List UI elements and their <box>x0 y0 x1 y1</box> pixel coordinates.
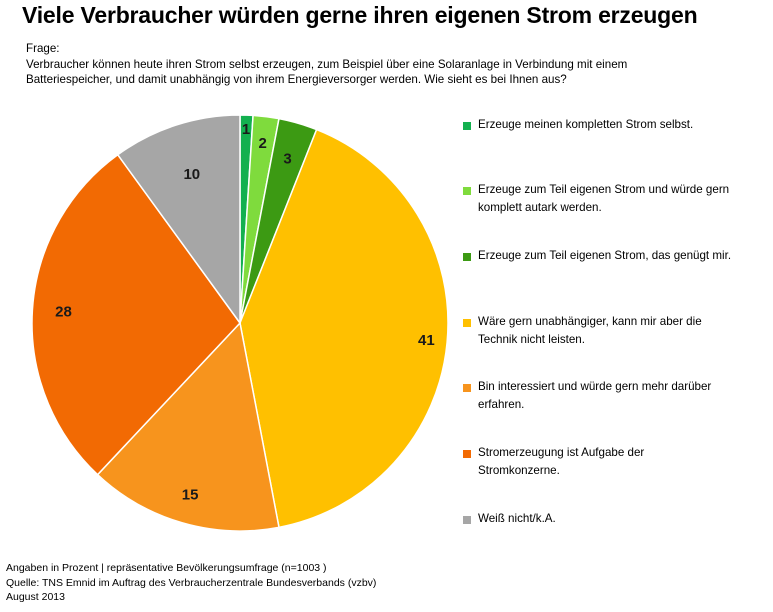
data-label: 15 <box>182 486 199 503</box>
legend-label: Stromerzeugung ist Aufgabe der Stromkonze… <box>478 446 645 477</box>
legend-item: Erzeuge zum Teil eigenen Strom und würde… <box>463 183 763 217</box>
data-label: 28 <box>55 303 72 320</box>
legend-label: Erzeuge meinen kompletten Strom selbst. <box>478 118 694 131</box>
chart-title: Viele Verbraucher würden gerne ihren eig… <box>22 2 698 28</box>
legend-label: Wäre gern unabhängiger, kann mir aber di… <box>478 315 702 346</box>
pie-slice <box>31 153 241 476</box>
data-label: 10 <box>183 166 200 183</box>
footer-source: Quelle: TNS Emnid im Auftrag des Verbrau… <box>6 576 377 589</box>
legend-item: Wäre gern unabhängiger, kann mir aber di… <box>463 315 763 349</box>
legend-item: Bin interessiert und würde gern mehr dar… <box>463 380 763 414</box>
legend-item: Erzeuge meinen kompletten Strom selbst. <box>463 118 763 134</box>
legend-swatch <box>463 450 471 458</box>
legend-item: Stromerzeugung ist Aufgabe der Stromkonze… <box>463 446 763 480</box>
footer-note: Angaben in Prozent | repräsentative Bevö… <box>6 562 327 574</box>
data-label: 1 <box>242 121 250 138</box>
legend-swatch <box>463 516 471 524</box>
legend-swatch <box>463 187 471 195</box>
legend-item: Weiß nicht/k.A. <box>463 512 763 528</box>
legend-label: Erzeuge zum Teil eigenen Strom, das genü… <box>478 249 732 262</box>
legend-label: Bin interessiert und würde gern mehr dar… <box>478 380 712 411</box>
legend-swatch <box>463 319 471 327</box>
pie-slice <box>116 114 241 326</box>
footer-date: August 2013 <box>6 591 65 603</box>
pie-slice <box>239 128 449 529</box>
legend-item: Erzeuge zum Teil eigenen Strom, das genü… <box>463 249 763 265</box>
data-label: 41 <box>418 332 435 349</box>
question-text-line-2: Batteriespeicher, und damit unabhängig v… <box>26 73 567 86</box>
source-note: Angaben in Prozent | repräsentative Bevö… <box>6 561 376 605</box>
legend-swatch <box>463 122 471 130</box>
survey-question: Frage: Verbraucher können heute ihren St… <box>26 41 746 88</box>
question-text-line-1: Verbraucher können heute ihren Strom sel… <box>26 57 628 71</box>
data-label: 3 <box>283 151 291 168</box>
pie-chart: 123 41 15 28 10 <box>31 114 449 532</box>
data-label: 2 <box>259 135 267 152</box>
pie-slice <box>96 321 280 532</box>
legend-swatch <box>463 384 471 392</box>
legend-label: Weiß nicht/k.A. <box>478 512 556 525</box>
legend-label: Erzeuge zum Teil eigenen Strom und würde… <box>478 183 730 214</box>
legend-swatch <box>463 253 471 261</box>
question-label: Frage: <box>26 42 60 55</box>
